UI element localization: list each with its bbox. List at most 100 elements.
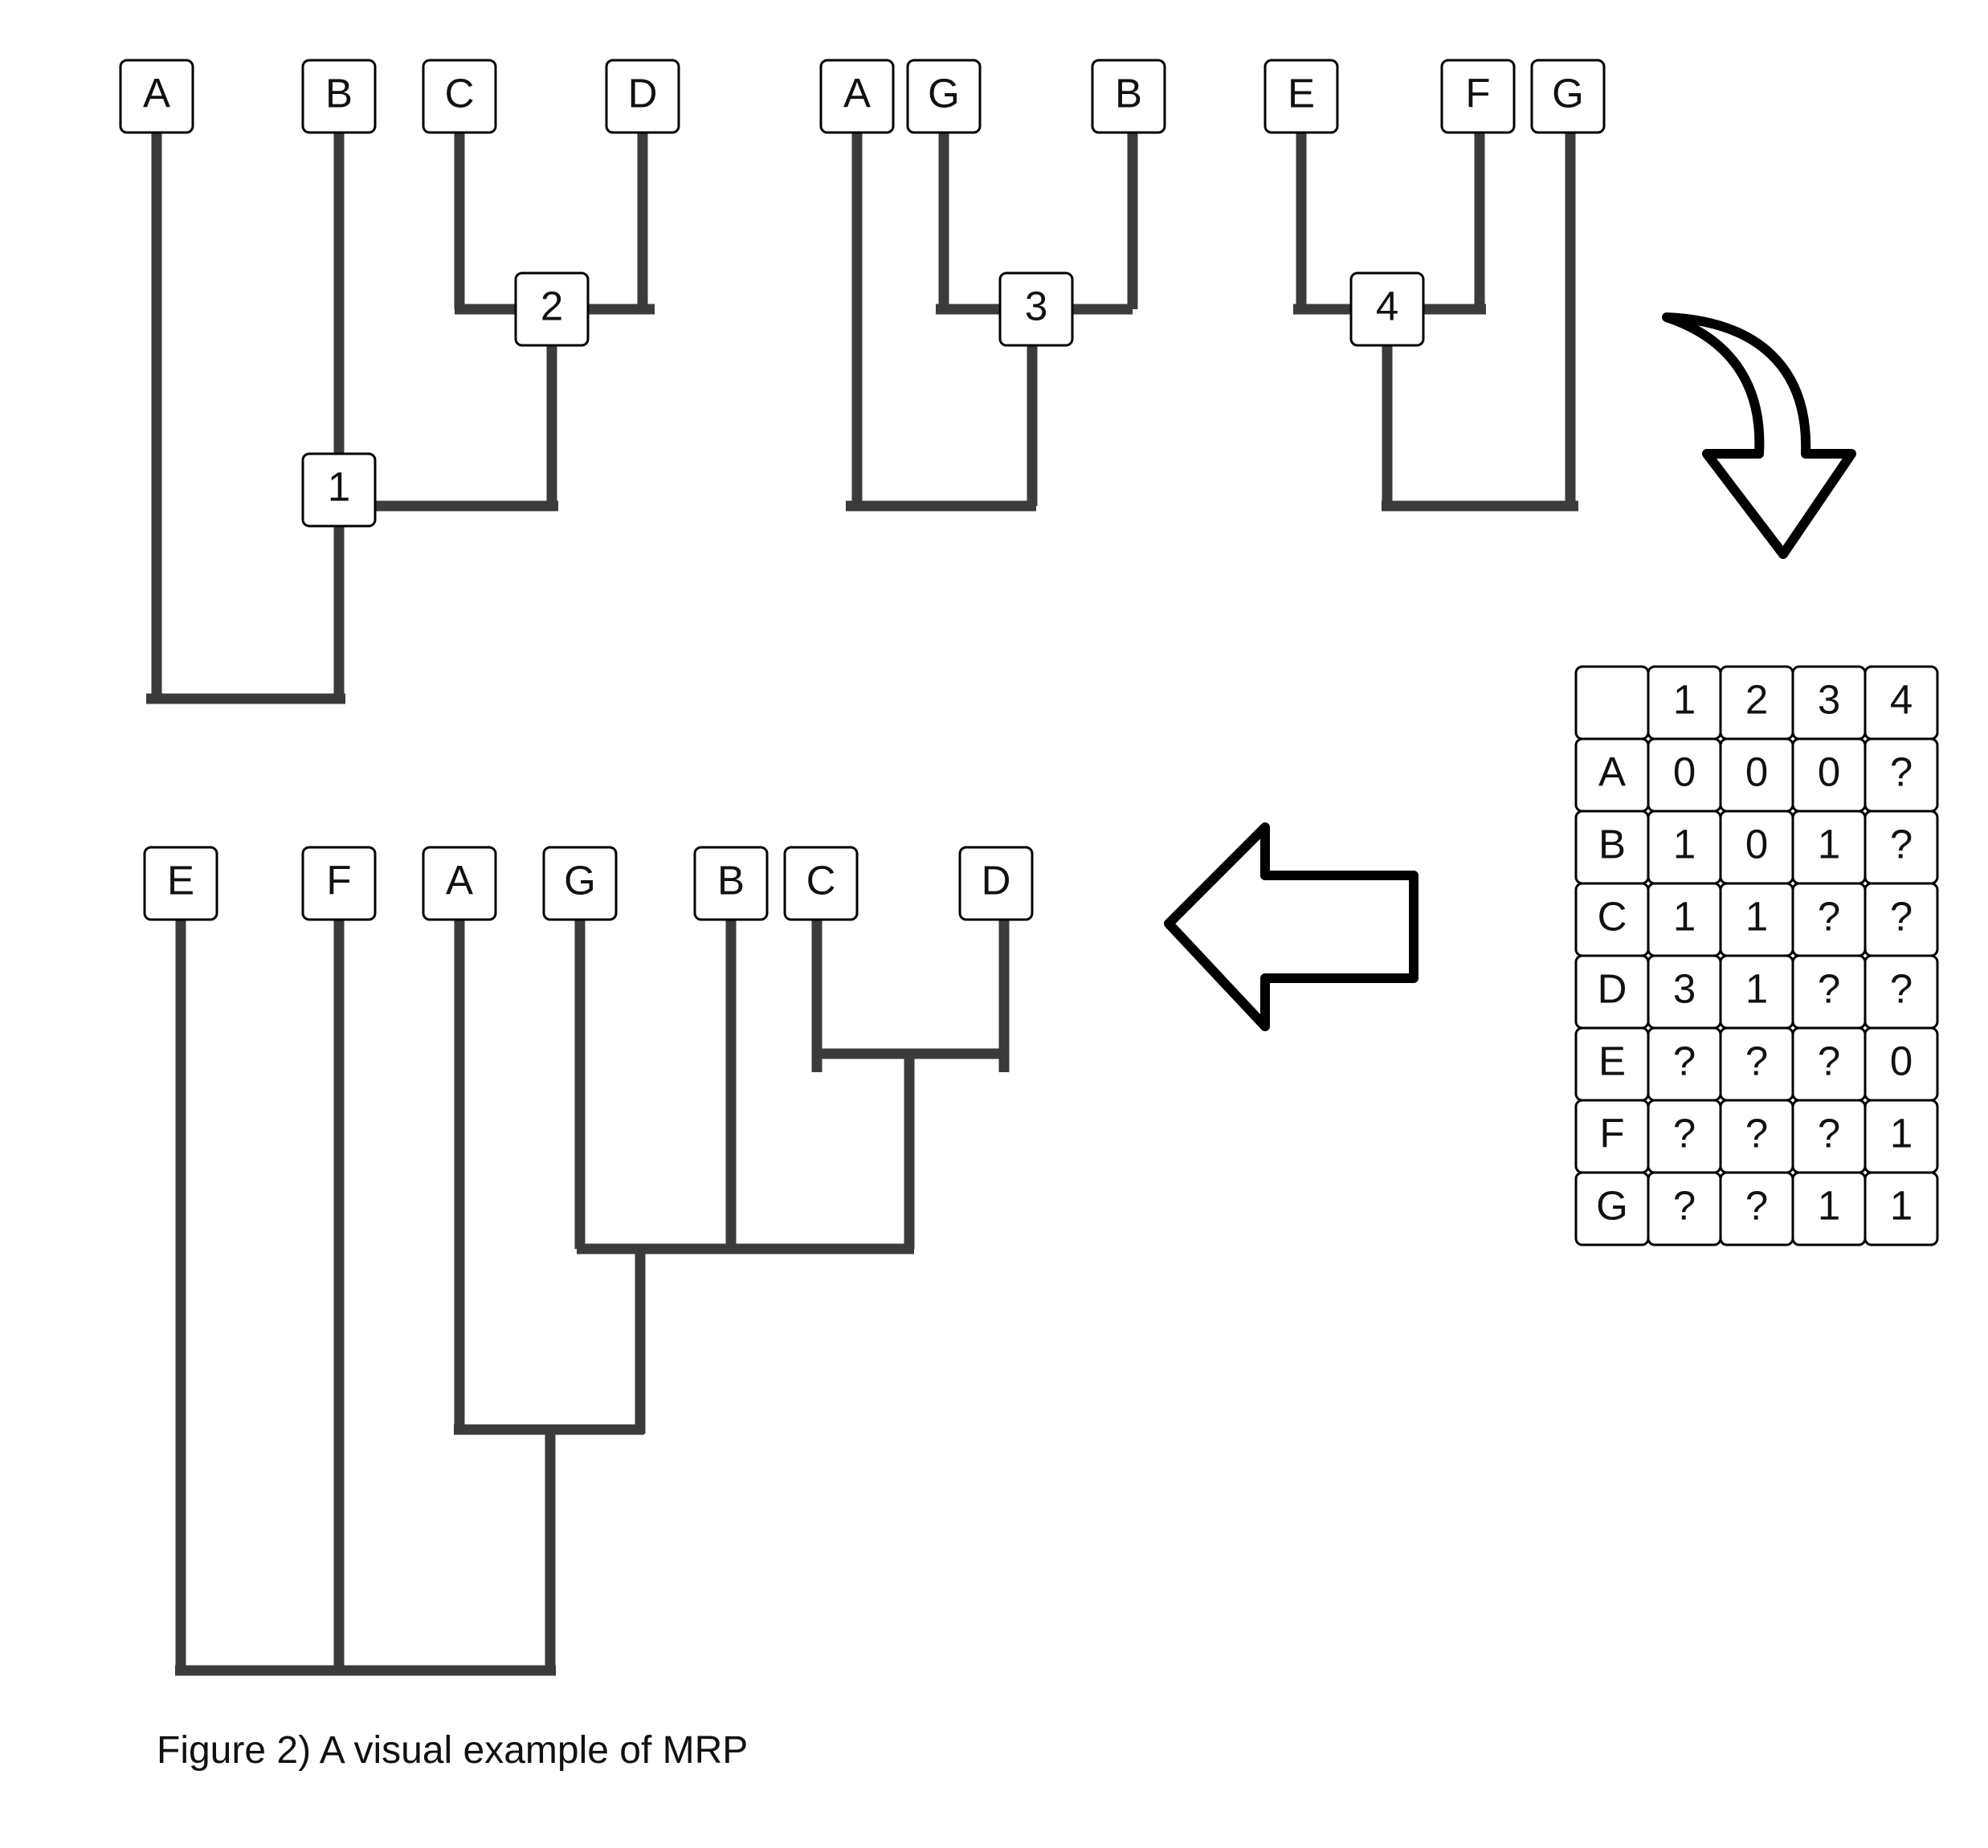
matrix-value-cell: 1 [1791,810,1867,885]
matrix-value-cell: ? [1719,1171,1794,1246]
svg-text:?: ? [1673,1038,1696,1083]
matrix-header-cell: 3 [1791,665,1867,740]
svg-text:0: 0 [1818,749,1840,794]
svg-text:D: D [628,70,658,116]
svg-text:E: E [167,857,194,903]
matrix-value-cell: ? [1863,954,1939,1030]
svg-text:?: ? [1890,893,1912,939]
matrix-value-cell: 1 [1719,954,1794,1030]
svg-text:?: ? [1818,1038,1840,1083]
svg-text:?: ? [1673,1182,1696,1228]
svg-text:G: G [564,857,596,903]
matrix-value-cell: ? [1863,810,1939,885]
matrix-value-cell: ? [1719,1026,1794,1102]
input-tree-2: A G B 3 [819,59,1166,512]
matrix-value-cell: ? [1863,882,1939,957]
matrix-value-cell: 0 [1647,737,1722,813]
leaf-node: E [143,846,218,921]
input-tree-3: E F G 4 [1263,59,1606,512]
svg-text:E: E [1598,1038,1626,1083]
leaf-node: E [1263,59,1339,134]
svg-text:A: A [1598,749,1626,794]
svg-text:F: F [326,857,351,903]
svg-text:4: 4 [1376,283,1398,328]
svg-text:B: B [1598,821,1626,867]
matrix-value-cell: 1 [1719,882,1794,957]
matrix-corner-cell [1574,665,1650,740]
matrix-header-cell: 1 [1647,665,1722,740]
svg-text:0: 0 [1673,749,1696,794]
svg-text:?: ? [1890,965,1912,1011]
matrix-taxon-cell: A [1574,737,1650,813]
leaf-node: B [301,59,377,134]
leaf-node: A [819,59,895,134]
leaf-node: G [1530,59,1606,134]
svg-text:2: 2 [1745,676,1768,722]
svg-text:1: 1 [1673,893,1696,939]
svg-text:G: G [1552,70,1584,116]
matrix-value-cell: 0 [1719,810,1794,885]
leaf-node: D [605,59,680,134]
curved-down-arrow-icon [1662,312,1856,559]
matrix-taxon-cell: E [1574,1026,1650,1102]
matrix-value-cell: ? [1647,1171,1722,1246]
matrix-value-cell: 0 [1791,737,1867,813]
clade-label-node: 1 [301,452,377,528]
matrix-header-cell: 2 [1719,665,1794,740]
matrix-value-cell: ? [1791,1026,1867,1102]
svg-text:1: 1 [1818,1182,1840,1228]
matrix-row-f: F ? ? ? 1 [1574,1099,1939,1174]
matrix-value-cell: 1 [1863,1099,1939,1174]
matrix-value-cell: ? [1647,1099,1722,1174]
svg-text:1: 1 [1673,676,1696,722]
figure-caption: Figure 2) A visual example of MRP [157,1729,748,1772]
svg-text:3: 3 [1025,283,1047,328]
matrix-taxon-cell: B [1574,810,1650,885]
leaf-node: B [693,846,769,921]
svg-text:G: G [928,70,960,116]
svg-text:2: 2 [541,283,563,328]
svg-text:1: 1 [1673,821,1696,867]
supertree: E F A G B C D [143,846,1034,1676]
svg-text:?: ? [1745,1110,1768,1156]
leaf-node: F [301,846,377,921]
matrix-value-cell: 1 [1863,1171,1939,1246]
matrix-value-cell: ? [1791,1099,1867,1174]
svg-text:?: ? [1818,965,1840,1011]
leaf-node: B [1091,59,1166,134]
matrix-value-cell: ? [1719,1099,1794,1174]
matrix-value-cell: ? [1791,882,1867,957]
svg-text:?: ? [1673,1110,1696,1156]
matrix-value-cell: 0 [1719,737,1794,813]
svg-text:0: 0 [1890,1038,1912,1083]
svg-text:?: ? [1745,1038,1768,1083]
svg-text:C: C [445,70,475,116]
svg-text:C: C [806,857,836,903]
svg-text:1: 1 [328,463,350,509]
leaf-node: C [422,59,497,134]
svg-text:A: A [446,857,473,903]
svg-text:A: A [143,70,170,116]
svg-text:1: 1 [1890,1182,1912,1228]
svg-text:?: ? [1890,749,1912,794]
supertree-branches [175,920,1010,1676]
matrix-row-e: E ? ? ? 0 [1574,1026,1939,1102]
clade-label-node: 2 [514,271,590,347]
svg-text:3: 3 [1818,676,1840,722]
svg-text:F: F [1465,70,1490,116]
matrix-taxon-cell: D [1574,954,1650,1030]
clade-label-node: 3 [998,271,1074,347]
svg-text:?: ? [1745,1182,1768,1228]
tree-3-branches [1293,133,1578,512]
leaf-node: C [783,846,859,921]
svg-text:?: ? [1818,1110,1840,1156]
clade-label-node: 4 [1349,271,1425,347]
input-tree-1: A B C D 2 1 [119,59,680,704]
svg-text:1: 1 [1818,821,1840,867]
matrix-taxon-cell: F [1574,1099,1650,1174]
svg-text:B: B [325,70,353,116]
mrp-matrix: 1 2 3 4 A 0 0 0 ? B 1 0 1 ? [1574,665,1939,1246]
leaf-node: A [119,59,194,134]
svg-text:E: E [1288,70,1315,116]
